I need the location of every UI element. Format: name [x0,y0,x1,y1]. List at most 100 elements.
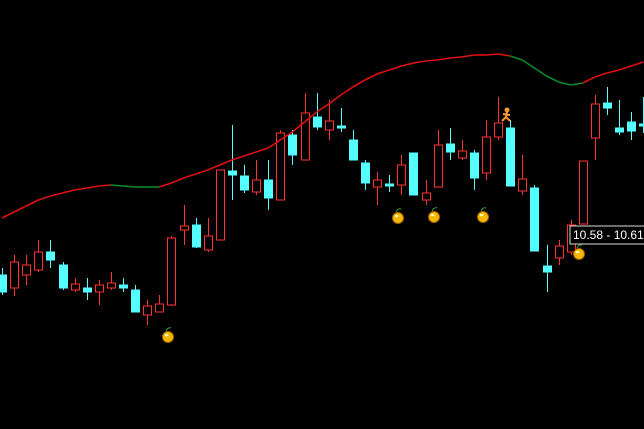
candle-body [119,284,128,289]
candle-body [639,123,644,127]
candle-body [288,134,297,156]
candle-body [349,139,358,161]
ma-segment [401,62,414,67]
ma-segment [340,86,354,96]
candle-body [107,282,116,289]
ma-segment [207,164,221,171]
ma-segment [618,65,632,71]
ma-segment [533,67,547,77]
candle-body [422,192,431,201]
ma-segment [231,155,245,161]
ma-segment [558,81,571,86]
ma-segment [74,187,87,191]
candle-body [470,152,479,179]
ma-segment [509,55,523,61]
ma-segment [171,177,184,184]
coin-icon [573,244,585,260]
ma-segment [50,192,63,197]
candle-body [579,160,588,225]
candle-body [34,251,43,271]
ma-segment [582,76,596,84]
ma-segment [413,60,426,64]
coin-icon [428,207,440,223]
candle-body [313,116,322,128]
candle-body [46,251,55,261]
candle-body [627,121,636,132]
candle-body [167,237,176,306]
ma-segment [1,211,15,219]
candle-body [143,305,152,316]
price-label-box: 10.58 - 10.61 [569,225,644,245]
candle-body [216,169,225,241]
ma-segment [25,199,39,207]
candle-body [180,225,189,231]
candle-body [0,274,7,293]
ma-segment [606,69,620,74]
ma-segment [437,57,450,61]
ma-segment [546,75,559,83]
candle-body [446,143,455,153]
candle-body [10,261,19,289]
candle-body [71,283,80,291]
coin-icon [477,207,489,223]
candle-body [615,127,624,133]
ma-segment [195,169,208,175]
ma-segment [328,94,342,105]
ma-segment [388,65,402,71]
ma-segment [243,151,257,157]
price-label: 10.58 - 10.61 [573,228,644,242]
candle-body [506,127,515,187]
runner-icon [501,107,511,122]
ma-segment [461,54,475,58]
candle-body [494,122,503,138]
candle-body [276,132,285,201]
ma-segment [303,111,318,123]
ma-segment [183,173,196,179]
ma-segment [279,131,293,141]
ma-segment [352,79,366,88]
price-label-frame [569,225,644,245]
icons [162,107,585,343]
candle-body [301,112,310,161]
ma-segment [110,184,124,187]
candle-body [22,264,31,276]
ma-segment [594,72,608,78]
ma-segment [62,189,75,194]
ma-segment [485,53,499,56]
ma-segment [291,121,306,133]
candle-body [555,245,564,259]
ma-segment [13,205,27,213]
candle-body [204,235,213,251]
candle-body [434,144,443,188]
ma-segment [122,185,136,188]
ma-segment [38,195,51,201]
candle-body [228,170,237,176]
candle-body [543,265,552,273]
candle-body [337,125,346,129]
ma-segment [497,53,511,57]
candles [0,87,644,325]
ma-segment [219,159,233,166]
moving-average [1,53,644,219]
candle-body [603,102,612,109]
ma-segment [425,59,438,62]
ma-segment [255,147,269,153]
candle-body [95,284,104,293]
candle-body [192,224,201,248]
candle-body [409,152,418,196]
candle-body [59,264,68,289]
ma-segment [364,73,378,81]
candle-body [361,162,370,184]
candle-body [325,120,334,131]
candle-body [530,187,539,252]
ma-segment [376,69,390,75]
ma-segment [267,139,281,149]
ma-segment [570,82,583,86]
candle-body [397,164,406,186]
ma-segment [449,56,462,59]
candle-body [482,136,491,174]
candle-body [591,103,600,139]
candle-body [83,287,92,293]
